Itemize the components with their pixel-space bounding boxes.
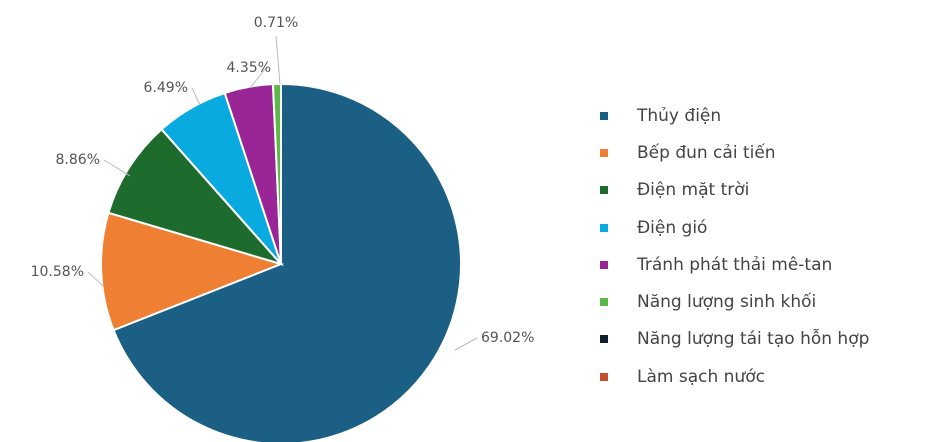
value-label: 8.86% [56, 152, 100, 168]
legend-label: Điện mặt trời [637, 180, 750, 201]
legend-swatch [600, 148, 608, 157]
pie-slices [100, 82, 462, 442]
value-labels: 69.02% 10.58% 8.86% 6.49% 4.35% 0.71% [31, 15, 535, 346]
legend-item: Bếp đun cải tiến [600, 134, 869, 171]
legend-swatch [600, 111, 608, 120]
leader-line [454, 337, 478, 351]
value-label: 0.71% [254, 15, 298, 31]
legend-item: Điện mặt trời [600, 172, 869, 209]
leader-line [249, 67, 267, 89]
legend-swatch [600, 260, 608, 269]
legend-swatch [600, 372, 608, 381]
legend-label: Điện gió [637, 217, 708, 238]
legend-item: Năng lượng tái tạo hỗn hợp [600, 321, 869, 358]
value-label: 4.35% [227, 60, 271, 76]
value-label: 6.49% [144, 80, 188, 96]
legend-swatch [600, 186, 608, 195]
legend-item: Tránh phát thải mê-tan [600, 246, 869, 283]
pie-slice [271, 82, 282, 265]
leader-line [191, 87, 201, 106]
leader-line [87, 271, 104, 287]
legend-swatch [600, 298, 608, 307]
pie-slice [112, 82, 462, 442]
legend-item: Thủy điện [600, 97, 869, 134]
legend-label: Làm sạch nước [637, 366, 765, 387]
legend-label: Năng lượng tái tạo hỗn hợp [637, 329, 870, 350]
legend-swatch [600, 335, 608, 344]
legend-item: Điện gió [600, 209, 869, 246]
pie-slice [107, 127, 285, 266]
legend-label: Thủy điện [637, 105, 722, 126]
value-label: 69.02% [481, 330, 534, 346]
legend-label: Năng lượng sinh khối [637, 292, 817, 313]
leader-line [103, 159, 131, 177]
leader-line [275, 35, 281, 85]
value-label: 10.58% [31, 264, 84, 280]
legend-item: Làm sạch nước [600, 358, 869, 395]
legend-item: Năng lượng sinh khối [600, 283, 869, 320]
pie-slice [100, 211, 285, 332]
chart-legend: Thủy điện Bếp đun cải tiến Điện mặt trời Đi… [600, 97, 869, 395]
legend-swatch [600, 223, 608, 232]
legend-label: Bếp đun cải tiến [637, 142, 776, 163]
legend-label: Tránh phát thải mê-tan [637, 254, 833, 275]
leader-lines [87, 35, 478, 351]
